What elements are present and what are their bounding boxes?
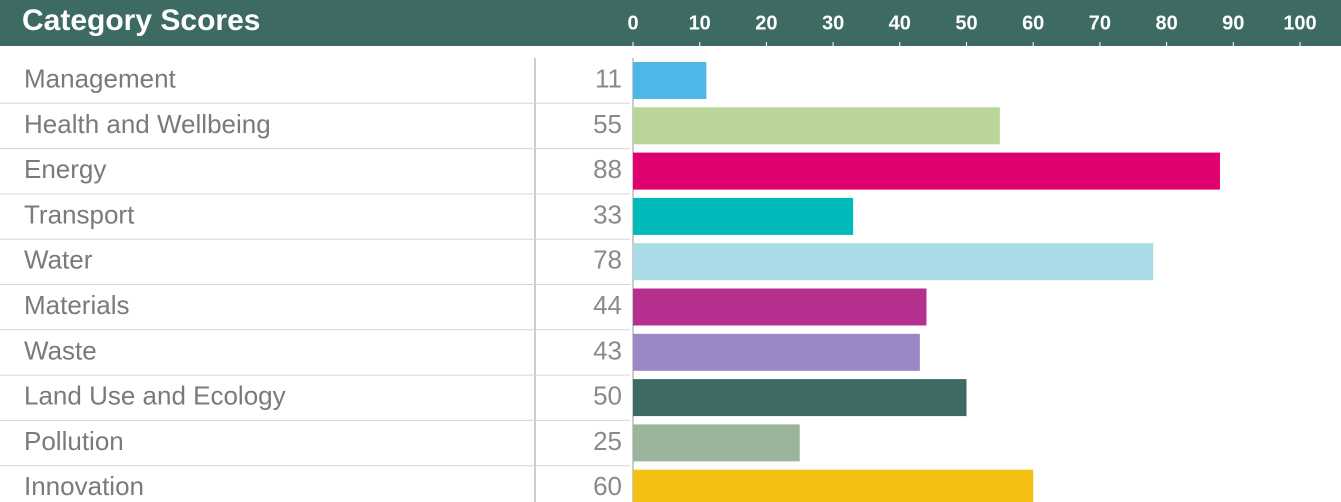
x-tick-label: 90 xyxy=(1222,12,1244,34)
bar xyxy=(633,62,707,99)
category-label: Waste xyxy=(24,335,97,365)
category-label: Energy xyxy=(24,154,106,184)
value-label: 50 xyxy=(593,381,622,411)
category-label: Management xyxy=(24,64,177,94)
value-label: 60 xyxy=(593,471,622,501)
x-tick-label: 80 xyxy=(1155,12,1177,34)
value-label: 33 xyxy=(593,199,622,229)
category-label: Land Use and Ecology xyxy=(24,381,286,411)
bar xyxy=(633,424,800,462)
category-label: Materials xyxy=(24,290,129,320)
category-label: Innovation xyxy=(24,471,144,501)
category-label: Health and Wellbeing xyxy=(24,109,271,139)
bar xyxy=(633,152,1220,190)
x-tick-label: 30 xyxy=(822,12,844,34)
value-label: 43 xyxy=(593,335,622,365)
x-tick-label: 40 xyxy=(889,12,911,34)
value-label: 44 xyxy=(593,290,622,320)
value-label: 11 xyxy=(595,64,622,94)
x-tick-label: 60 xyxy=(1022,12,1044,34)
category-label: Pollution xyxy=(24,426,124,456)
bar xyxy=(633,288,927,326)
x-tick-label: 70 xyxy=(1089,12,1111,34)
bar xyxy=(633,469,1034,502)
bar xyxy=(633,379,967,417)
category-label: Water xyxy=(24,245,93,275)
chart-title: Category Scores xyxy=(22,4,260,37)
x-tick-label: 20 xyxy=(755,12,777,34)
x-tick-label: 100 xyxy=(1283,12,1316,34)
value-label: 55 xyxy=(593,109,622,139)
bar xyxy=(633,107,1000,145)
category-label: Transport xyxy=(24,199,135,229)
x-tick-label: 50 xyxy=(955,12,977,34)
value-label: 25 xyxy=(593,426,622,456)
value-label: 78 xyxy=(593,245,622,275)
value-label: 88 xyxy=(593,154,622,184)
x-tick-label: 10 xyxy=(689,12,711,34)
bar xyxy=(633,333,920,371)
bar xyxy=(633,197,854,235)
header-bar xyxy=(0,0,1341,46)
x-tick-label: 0 xyxy=(627,12,638,34)
bar xyxy=(633,243,1154,281)
